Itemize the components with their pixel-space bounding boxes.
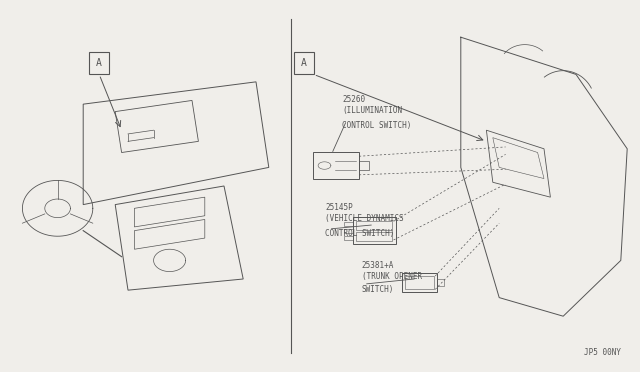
Text: CONTROL SWITCH): CONTROL SWITCH) [325, 229, 394, 238]
Bar [356, 221, 392, 230]
Text: 25260: 25260 [342, 95, 365, 104]
Text: JP5 00NY: JP5 00NY [584, 348, 621, 357]
Bar [344, 236, 353, 240]
Bar [437, 279, 445, 286]
Text: A: A [301, 58, 307, 68]
Text: (ILLUMINATION: (ILLUMINATION [342, 106, 403, 115]
Text: (VEHICLE DYNAMICS: (VEHICLE DYNAMICS [325, 214, 404, 223]
Bar [89, 52, 109, 74]
Text: CONTROL SWITCH): CONTROL SWITCH) [342, 121, 412, 130]
Text: SWITCH): SWITCH) [362, 285, 394, 294]
Bar [294, 52, 314, 74]
Bar [344, 229, 353, 233]
Text: 25381+A: 25381+A [362, 261, 394, 270]
Text: 25145P: 25145P [325, 203, 353, 212]
Bar [313, 152, 359, 179]
Bar [402, 273, 437, 292]
Text: (TRUNK OPENER: (TRUNK OPENER [362, 272, 422, 280]
Text: A: A [96, 58, 102, 68]
Bar [344, 222, 353, 226]
Bar [405, 276, 434, 289]
Bar [356, 232, 392, 241]
Bar [359, 161, 369, 170]
Bar [353, 217, 396, 244]
